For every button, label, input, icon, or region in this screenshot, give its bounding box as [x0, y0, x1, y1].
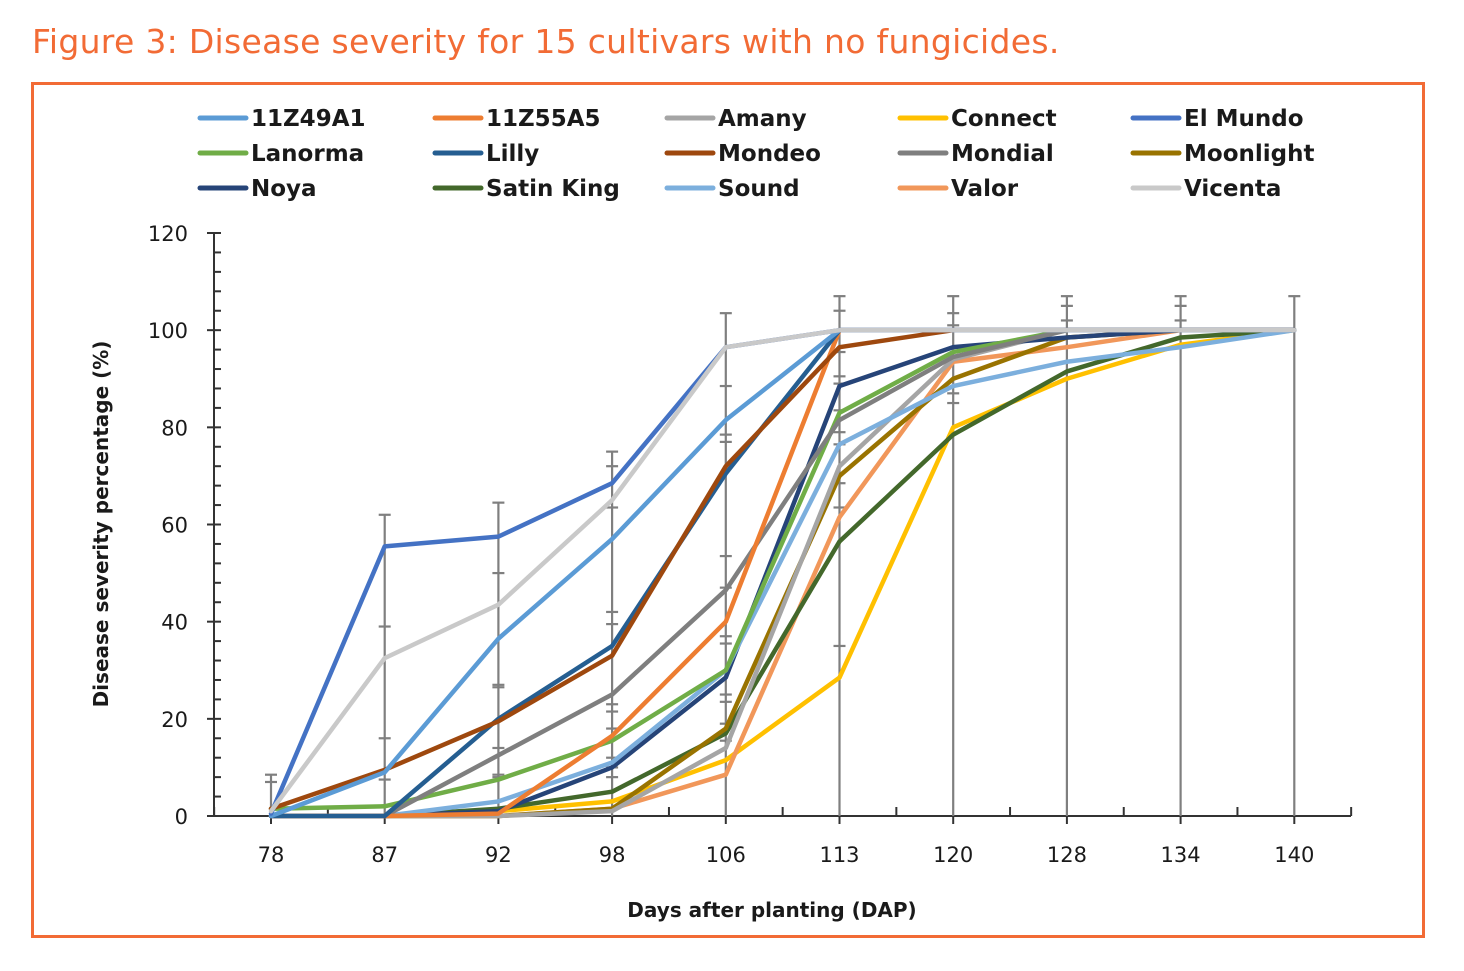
x-tick-label: 98: [599, 843, 626, 867]
legend-label: Moonlight: [1184, 141, 1314, 167]
legend-label: Noya: [251, 176, 317, 202]
legend-label: Amany: [718, 106, 807, 132]
x-tick-label: 92: [485, 843, 512, 867]
legend: 11Z49A1 11Z55A5 Amany Connect El Mundo Lanorm…: [197, 106, 1314, 202]
legend-label: Vicenta: [1184, 176, 1281, 202]
legend-item: Noya: [197, 176, 317, 202]
series-line-sound: [268, 327, 1297, 819]
legend-item: Satin King: [432, 176, 620, 202]
legend-item: 11Z55A5: [432, 106, 601, 132]
series-lines: [268, 327, 1297, 819]
x-tick-label: 134: [1161, 843, 1201, 867]
legend-item: Sound: [664, 176, 800, 202]
legend-item: Connect: [897, 106, 1057, 132]
legend-item: Mondial: [897, 141, 1054, 167]
legend-item: Lanorma: [197, 141, 364, 167]
legend-item: Lilly: [432, 141, 539, 167]
y-axis-title: Disease severity percentage (%): [89, 341, 113, 708]
legend-label: Mondeo: [718, 141, 821, 167]
legend-label: Connect: [951, 106, 1057, 132]
axes: 0 20 40 60 80 100 120 78 87 92 98 106 113 120 128 134 1…: [148, 222, 1353, 867]
legend-label: Valor: [951, 176, 1019, 202]
legend-label: El Mundo: [1184, 106, 1304, 132]
figure-title: Figure 3: Disease severity for 15 cultiv…: [32, 22, 1060, 61]
x-tick-label: 106: [706, 843, 746, 867]
y-tick-label: 60: [161, 514, 188, 538]
x-axis-title: Days after planting (DAP): [627, 898, 916, 922]
x-tick-label: 128: [1047, 843, 1087, 867]
legend-item: El Mundo: [1130, 106, 1304, 132]
x-tick-label: 113: [819, 843, 859, 867]
legend-item: Valor: [897, 176, 1019, 202]
y-tick-label: 100: [148, 319, 188, 343]
x-tick-label: 78: [258, 843, 285, 867]
legend-label: Lilly: [486, 141, 539, 167]
legend-label: 11Z49A1: [251, 106, 366, 132]
series-line-vicenta: [268, 327, 1297, 814]
legend-item: Mondeo: [664, 141, 821, 167]
legend-label: 11Z55A5: [486, 106, 601, 132]
legend-item: Amany: [664, 106, 807, 132]
legend-label: Sound: [718, 176, 800, 202]
legend-item: Vicenta: [1130, 176, 1281, 202]
figure-frame: [31, 82, 1425, 938]
x-tick-label: 140: [1274, 843, 1314, 867]
x-tick-label: 120: [933, 843, 973, 867]
legend-item: 11Z49A1: [197, 106, 366, 132]
legend-label: Satin King: [486, 176, 620, 202]
y-tick-label: 0: [175, 805, 188, 829]
y-tick-label: 20: [161, 708, 188, 732]
legend-label: Mondial: [951, 141, 1054, 167]
x-tick-label: 87: [371, 843, 398, 867]
y-tick-label: 120: [148, 222, 188, 246]
legend-item: Moonlight: [1130, 141, 1314, 167]
legend-label: Lanorma: [251, 141, 364, 167]
y-tick-label: 80: [161, 416, 188, 440]
y-tick-label: 40: [161, 611, 188, 635]
series-line-lilly: [268, 327, 1297, 819]
